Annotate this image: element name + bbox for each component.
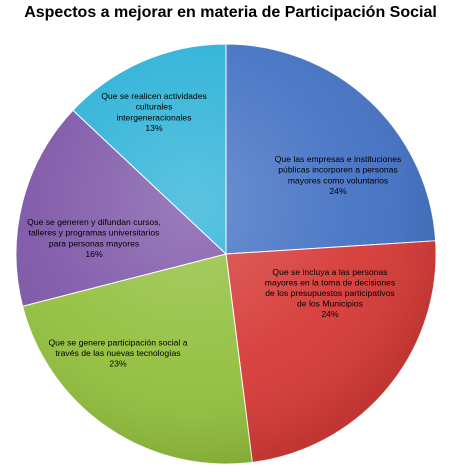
slice-percent-label: 16% [85,249,103,259]
slice-label-line: públicas incorporen a personas [278,165,397,175]
slice-label-line: culturales [136,102,173,112]
slice-label-line: de los Municipios [297,299,363,309]
slice-label-line: Que se incluya a las personas [272,267,387,277]
slice-percent-label: 13% [145,123,163,133]
slice-percent-label: 24% [321,309,339,319]
slice-label-line: de los presupuestos participativos [265,288,394,298]
slice-label: Que se genere participación social a trav… [48,337,187,368]
slice-label: Que se incluya a las personas mayores en … [265,267,395,319]
slice-label-line: talleres y programas universitarios [29,228,160,238]
slice-label-line: Que se genere participación social a [48,337,187,347]
slice-label-line: intergeneracionales [116,112,191,122]
slice-label: Que se generen y difundan cursos, tallere… [27,217,161,259]
slice-label-line: Que las empresas e instituciones [275,154,402,164]
slice-label-line: mayores como voluntarios [288,175,388,185]
slice-label-line: para personas mayores [49,238,139,248]
slice-label-line: Que se generen y difundan cursos, [27,217,161,227]
slice-percent-label: 24% [329,186,347,196]
chart-title: Aspectos a mejorar en materia de Partici… [24,4,437,21]
pie-slice [225,43,437,255]
slice-label: Que se realicen actividades culturales int… [101,91,207,133]
slice-label-line: mayores en la toma de decisiones [265,277,395,287]
slice-label-line: Que se realicen actividades [101,91,207,101]
slice-label-line: través de las nuevas tecnologías [55,348,180,358]
slice-label: Que las empresas e instituciones públicas… [275,154,402,196]
slice-percent-label: 23% [109,359,127,369]
